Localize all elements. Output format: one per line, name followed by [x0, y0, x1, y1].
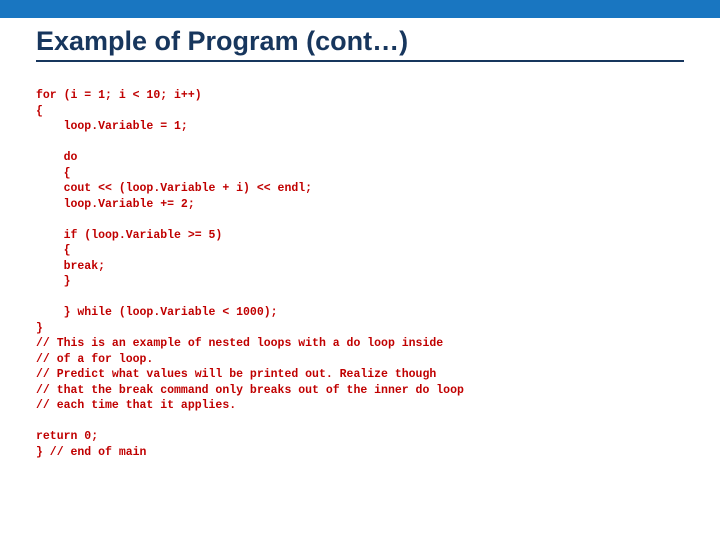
- code-block: for (i = 1; i < 10; i++) { loop.Variable…: [36, 88, 684, 460]
- top-accent-bar: [0, 0, 720, 18]
- slide-content: Example of Program (cont…) for (i = 1; i…: [0, 18, 720, 460]
- slide-title: Example of Program (cont…): [36, 26, 684, 62]
